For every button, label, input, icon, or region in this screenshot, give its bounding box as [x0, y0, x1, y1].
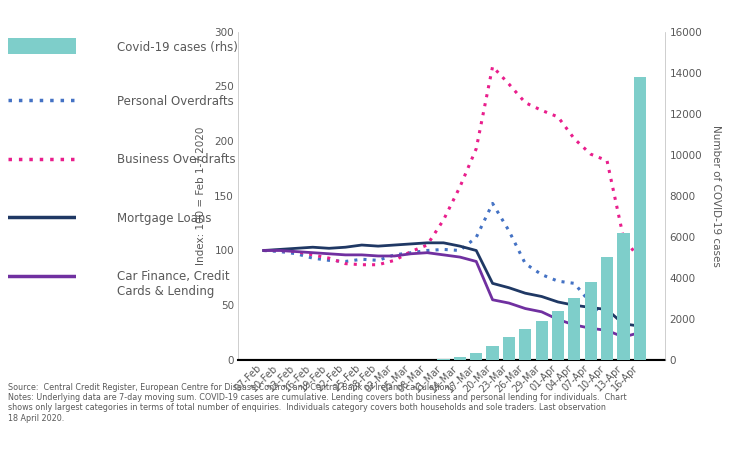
- Text: Source:  Central Credit Register, European Centre for Disease Control, and Centr: Source: Central Credit Register, Europea…: [8, 382, 626, 423]
- Y-axis label: Number of COVID-19 cases: Number of COVID-19 cases: [711, 125, 720, 267]
- Bar: [519, 329, 531, 360]
- Text: Mortgage Loans: Mortgage Loans: [117, 212, 212, 225]
- Bar: [454, 357, 466, 360]
- Bar: [569, 298, 581, 360]
- Bar: [486, 346, 499, 360]
- Text: Business Overdrafts: Business Overdrafts: [117, 153, 236, 166]
- Text: Car Finance, Credit
Cards & Lending: Car Finance, Credit Cards & Lending: [117, 270, 230, 298]
- Bar: [438, 359, 450, 360]
- Text: Personal Overdrafts: Personal Overdrafts: [117, 95, 234, 108]
- Bar: [584, 282, 596, 360]
- Bar: [552, 310, 564, 360]
- Bar: [601, 257, 613, 360]
- Bar: [470, 353, 482, 360]
- Text: Covid-19 cases (rhs): Covid-19 cases (rhs): [117, 41, 238, 54]
- Bar: [634, 76, 646, 360]
- Bar: [617, 233, 630, 360]
- Bar: [503, 338, 515, 360]
- Y-axis label: Index: 100 = Feb 1-7 2020: Index: 100 = Feb 1-7 2020: [196, 126, 206, 265]
- Bar: [535, 321, 548, 360]
